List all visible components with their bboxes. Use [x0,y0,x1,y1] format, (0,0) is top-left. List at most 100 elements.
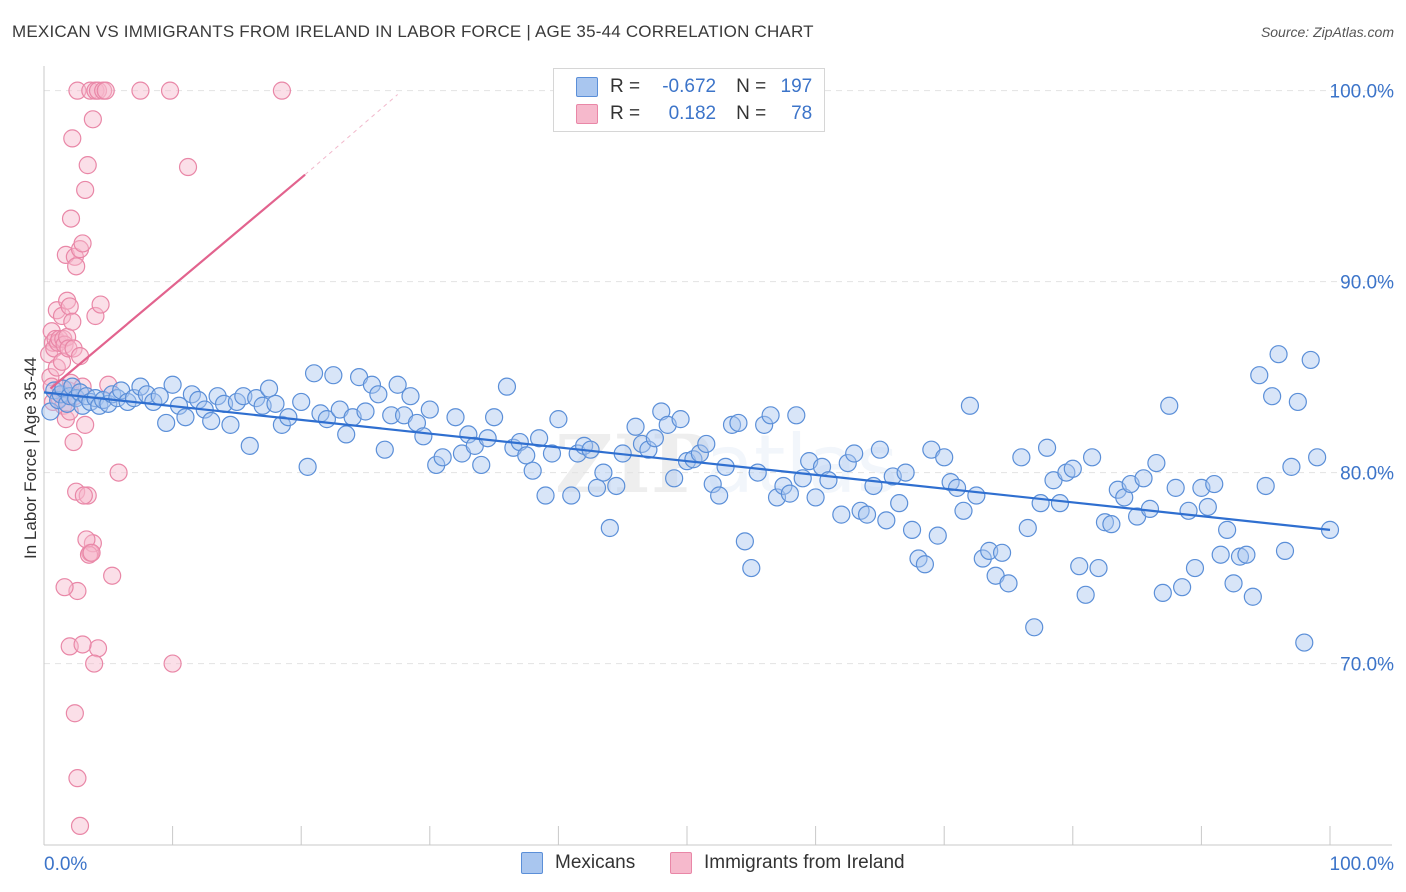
mexican-point [382,406,401,425]
mexican-point [992,543,1012,562]
mexican-point [369,385,388,404]
ireland-point [91,295,110,314]
ireland-point [67,257,86,276]
n-value: 78 [791,103,813,124]
ireland-point [83,110,102,129]
mexican-point [240,436,259,455]
mexican-point [1082,448,1102,467]
legend-item-ireland: Immigrants from Ireland [670,852,905,874]
mexican-point [1050,494,1070,513]
ireland-point [88,81,108,100]
n-label: N = [736,76,767,97]
mexican-point [401,387,420,406]
mexican-point [523,461,542,480]
mexican-point [1153,583,1172,603]
ireland-point [68,769,87,788]
mexican-point [806,488,825,507]
series-legend: Mexicans Immigrants from Ireland [0,852,1406,876]
mexican-point [665,469,684,488]
mexican-point [896,463,915,482]
mexican-point [202,411,221,431]
mexican-point [157,413,176,433]
mexican-point [902,520,922,539]
mexican-point [163,375,182,394]
mexican-point [928,526,947,545]
ireland-point [131,81,150,100]
mexican-point [208,387,227,406]
pink-swatch-icon [576,104,598,124]
mexican-point [1256,476,1275,496]
mexican-point [221,415,240,434]
ireland-point [61,209,81,228]
ireland-point [96,81,115,100]
x-tick-label: 100.0% [1330,854,1395,875]
r-label: R = [610,103,641,124]
mexican-point [1025,618,1044,637]
mexican-point [1102,515,1121,534]
mexican-point [1205,474,1224,494]
legend-item-mexicans: Mexicans [521,852,635,874]
mexican-point [1018,518,1037,538]
mexican-point [266,394,285,413]
mexican-point [1250,366,1269,385]
mexican-point [375,440,394,459]
x-tick-label: 0.0% [44,854,87,875]
mexican-point [542,444,562,463]
ireland-point [109,463,128,482]
ireland-point [272,81,292,100]
mexican-point [1147,453,1166,473]
mexican-point [1269,345,1288,364]
mexican-point [324,366,343,385]
mexican-trend-line [43,391,1331,531]
ireland-point [74,486,93,505]
y-tick-label: 70.0% [1340,655,1394,676]
mexican-points [41,345,1340,652]
mexican-point [388,375,407,394]
ireland-point [81,81,100,100]
ireland-points [40,81,292,836]
ireland-point [64,432,83,452]
mexican-point [1012,448,1031,467]
ireland-point [41,368,60,387]
mexican-point [1095,513,1115,532]
mexican-point [485,408,504,427]
mexican-point [1263,387,1282,406]
mexican-point [1282,457,1301,476]
mexican-point [433,448,452,467]
ireland-point [79,545,99,564]
mexican-point [967,486,986,505]
mexican-point [272,415,292,434]
mexican-point [671,410,690,429]
mexican-point [594,463,613,482]
legend-label: Immigrants from Ireland [704,852,905,873]
ireland-point [77,530,96,549]
mexican-point [729,413,748,433]
mexican-point [562,486,581,505]
mexican-point [1295,633,1314,652]
mexican-point [1140,499,1160,518]
mexican-point [362,375,382,394]
mexican-point [607,476,626,496]
ireland-point [47,358,66,377]
ireland-point [76,415,95,434]
ireland-point [68,81,87,100]
mexican-point [761,406,780,425]
r-value: -0.672 [662,76,717,97]
ireland-point [78,486,97,505]
ireland-point [65,704,84,723]
ireland-point [76,180,95,200]
mexican-point [1031,494,1050,513]
mexican-point [259,379,279,398]
mexican-point [1288,392,1307,412]
source-label: Source: ZipAtlas.com [1260,24,1394,40]
mexican-point [639,440,658,459]
mexican-point [645,429,664,448]
mexican-point [735,532,754,551]
ireland-point [88,639,108,658]
mexican-point [1063,459,1082,478]
mexican-point [787,406,806,425]
mexican-point [870,440,890,459]
mexican-point [877,511,896,530]
mexican-point [587,478,607,497]
